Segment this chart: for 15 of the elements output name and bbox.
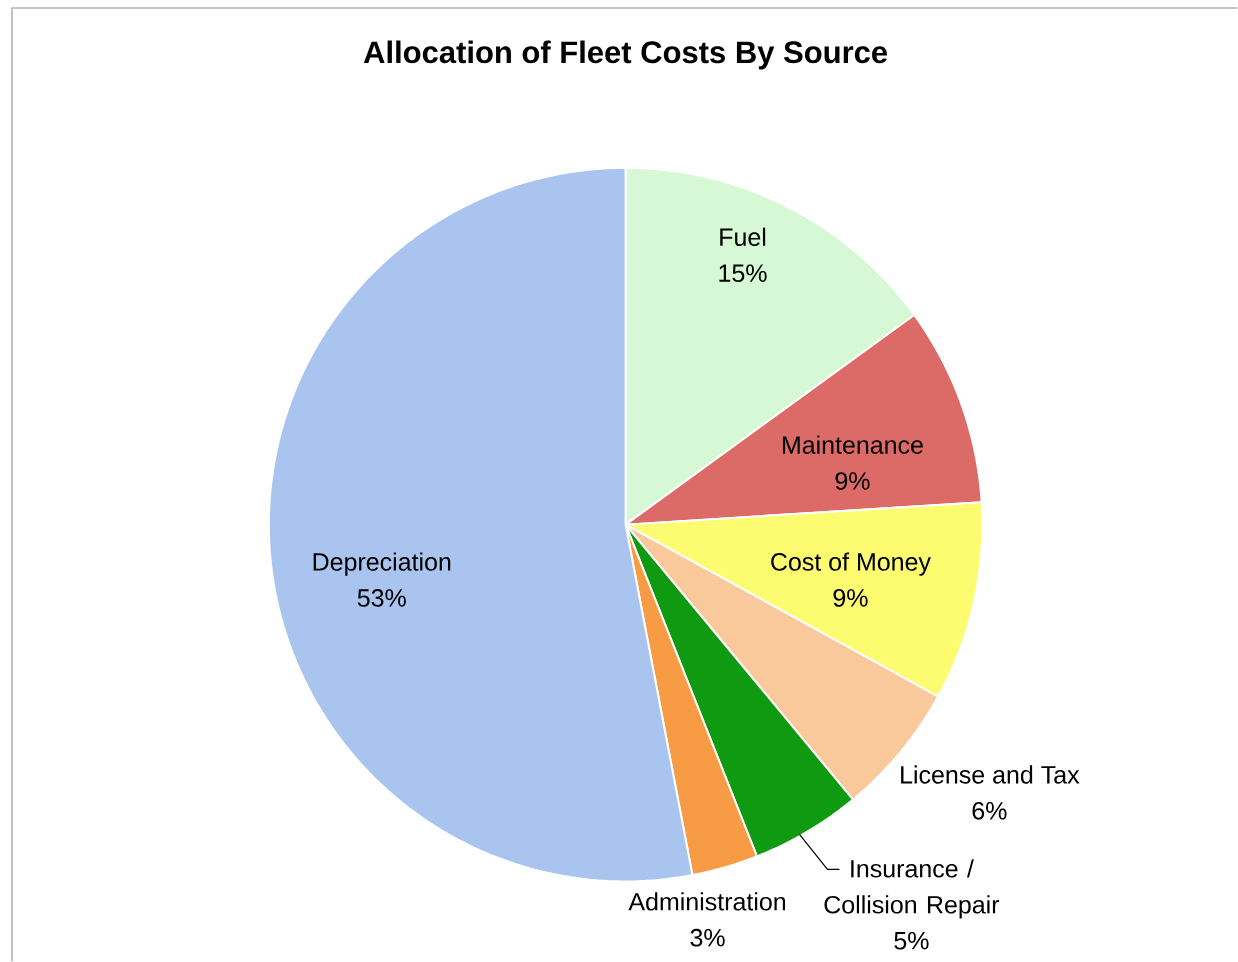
- chart-title: Allocation of Fleet Costs By Source: [363, 40, 888, 70]
- slice-label: Cost of Money: [771, 552, 931, 576]
- data-label: 9%: [835, 472, 870, 490]
- slice-label: Fuel: [720, 227, 766, 246]
- slice-label: License and Tax: [901, 765, 1080, 784]
- slice-label: Maintenance: [782, 435, 923, 454]
- data-label: 6%: [972, 801, 1007, 820]
- data-label: 3%: [690, 928, 725, 947]
- slice-label: Insurance / Collision Repair: [824, 859, 1000, 919]
- data-label: 53%: [357, 589, 406, 607]
- data-label: 15%: [719, 264, 767, 282]
- slice-label: Administration: [628, 892, 786, 911]
- slice-label: Depreciation: [313, 552, 451, 576]
- data-label: 9%: [833, 589, 868, 607]
- data-label: 5%: [894, 931, 929, 950]
